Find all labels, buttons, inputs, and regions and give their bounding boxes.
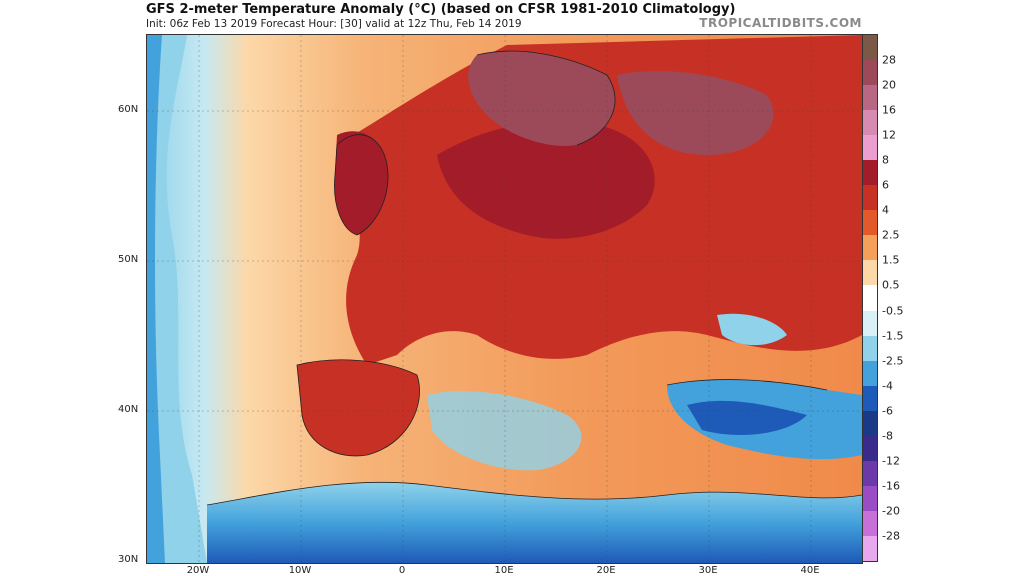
colorbar-segment xyxy=(863,60,877,86)
lon-label-40e: 40E xyxy=(800,565,820,576)
lat-label-60n: 60N xyxy=(118,104,139,115)
coastlines xyxy=(206,50,862,506)
lon-label-20w: 20W xyxy=(186,565,210,576)
colorbar-segment xyxy=(863,185,877,211)
anomaly-map xyxy=(146,34,863,564)
colorbar-label: 1.5 xyxy=(882,253,900,267)
north-africa-cold xyxy=(207,482,862,563)
strong-warm-core-central xyxy=(437,121,655,239)
turkey-cold-core xyxy=(687,400,807,435)
colorbar-segment xyxy=(863,360,877,386)
colorbar-segment xyxy=(863,385,877,411)
colorbar-segment xyxy=(863,210,877,236)
lon-label-30e: 30E xyxy=(698,565,718,576)
map-title: GFS 2-meter Temperature Anomaly (°C) (ba… xyxy=(146,2,736,17)
lon-label-0: 0 xyxy=(398,565,406,576)
colorbar-segment xyxy=(863,485,877,511)
colorbar-segment xyxy=(863,335,877,361)
colorbar-segment xyxy=(863,435,877,461)
atlantic-cold-core xyxy=(147,35,165,563)
strong-warm-scandinavia xyxy=(468,51,616,146)
colorbar-label: -0.5 xyxy=(882,304,904,318)
iberia xyxy=(297,359,420,456)
colorbar-label: 8 xyxy=(882,153,889,167)
credit-text: TROPICALTIDBITS.COM xyxy=(699,16,862,30)
colorbar-label: 6 xyxy=(882,178,889,192)
colorbar-segment xyxy=(863,110,877,136)
black-sea-cool xyxy=(717,313,787,346)
colorbar-label: -4 xyxy=(882,379,893,393)
colorbar-segment xyxy=(863,260,877,286)
strong-warm-russia xyxy=(617,71,774,155)
map-subtitle: Init: 06z Feb 13 2019 Forecast Hour: [30… xyxy=(146,18,522,30)
british-isles xyxy=(334,131,388,235)
colorbar-segment xyxy=(863,285,877,311)
colorbar-label: -28 xyxy=(882,529,900,543)
colorbar-label: -12 xyxy=(882,454,900,468)
colorbar-segment xyxy=(863,85,877,111)
colorbar-label: -20 xyxy=(882,504,900,518)
colorbar-label: 4 xyxy=(882,203,889,217)
lon-label-20e: 20E xyxy=(596,565,616,576)
colorbar xyxy=(862,34,878,562)
lon-label-10e: 10E xyxy=(494,565,514,576)
colorbar-segment xyxy=(863,410,877,436)
atlantic-cold-region xyxy=(147,35,207,563)
colorbar-label: 2.5 xyxy=(882,228,900,242)
colorbar-segment xyxy=(863,235,877,261)
colorbar-segment xyxy=(863,35,877,61)
colorbar-label: 28 xyxy=(882,53,896,67)
map-canvas xyxy=(147,35,862,563)
colorbar-label: -2.5 xyxy=(882,354,904,368)
colorbar-segment xyxy=(863,160,877,186)
colorbar-segment xyxy=(863,460,877,486)
graticule xyxy=(147,35,862,563)
colorbar-segment xyxy=(863,535,877,561)
colorbar-label: -1.5 xyxy=(882,329,904,343)
lat-label-40n: 40N xyxy=(118,404,139,415)
colorbar-label: -8 xyxy=(882,429,893,443)
colorbar-label: -6 xyxy=(882,404,893,418)
colorbar-label: 12 xyxy=(882,128,896,142)
lat-label-30n: 30N xyxy=(118,554,139,565)
colorbar-segment xyxy=(863,510,877,536)
lon-label-10w: 10W xyxy=(288,565,312,576)
colorbar-label: 0.5 xyxy=(882,278,900,292)
colorbar-label: 20 xyxy=(882,78,896,92)
colorbar-segment xyxy=(863,135,877,161)
colorbar-label: 16 xyxy=(882,103,896,117)
lat-label-50n: 50N xyxy=(118,254,139,265)
colorbar-segment xyxy=(863,310,877,336)
colorbar-label: -16 xyxy=(882,479,900,493)
